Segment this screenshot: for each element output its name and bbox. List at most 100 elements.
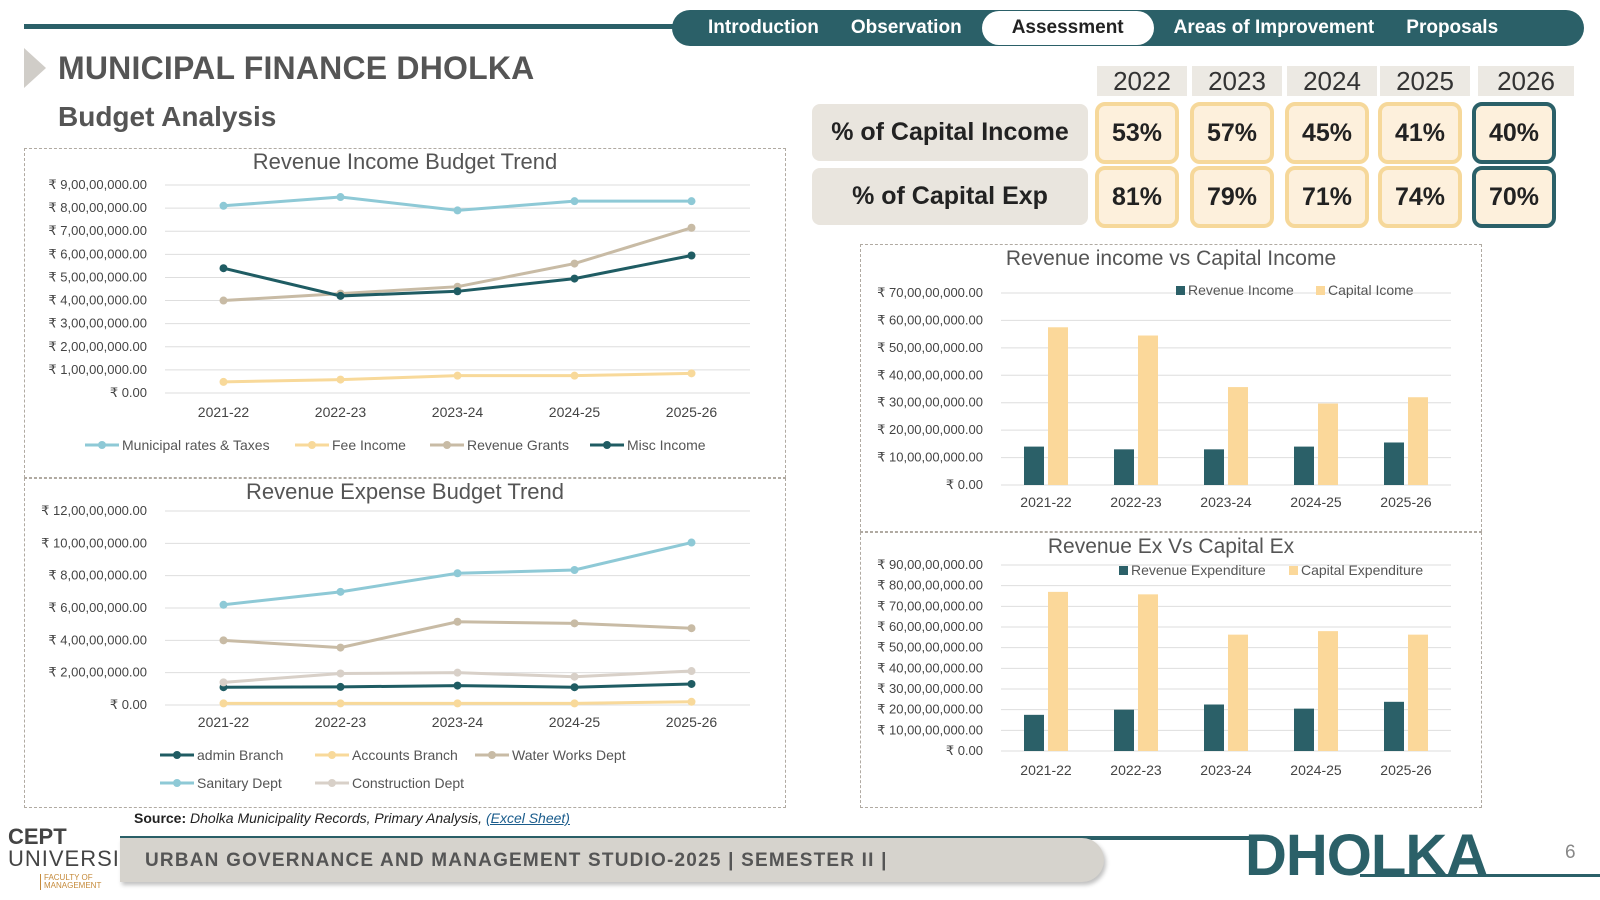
bar xyxy=(1318,631,1338,751)
y-tick-label: ₹ 30,00,00,000.00 xyxy=(877,681,983,696)
excel-sheet-link[interactable]: (Excel Sheet) xyxy=(485,810,570,826)
bar xyxy=(1384,701,1404,751)
data-point xyxy=(336,291,345,300)
x-tick-label: 2025-26 xyxy=(1380,762,1432,778)
data-point xyxy=(219,201,228,210)
rev-vs-cap-exp-chart: Revenue Ex Vs Capital Ex ₹ 0.00 ₹ 10,00,00… xyxy=(877,535,1451,778)
bar xyxy=(1408,397,1428,485)
year-header: 2024 xyxy=(1287,66,1377,96)
y-tick-label: ₹ 6,00,00,000.00 xyxy=(48,246,147,261)
y-tick-label: ₹ 30,00,00,000.00 xyxy=(877,395,983,410)
x-tick-label: 2023-24 xyxy=(432,404,484,420)
tab-introduction[interactable]: Introduction xyxy=(708,17,819,38)
legend-label: Capital Icome xyxy=(1328,282,1414,298)
data-point xyxy=(570,672,579,681)
bar xyxy=(1294,446,1314,485)
y-tick-label: ₹ 9,00,00,000.00 xyxy=(48,177,147,192)
legend-marker xyxy=(328,751,336,759)
data-point xyxy=(687,223,696,232)
chart-title: Revenue Ex Vs Capital Ex xyxy=(1048,535,1295,558)
data-point xyxy=(570,566,579,575)
y-tick-label: ₹ 6,00,00,000.00 xyxy=(48,600,147,615)
tab-assessment[interactable]: Assessment xyxy=(981,11,1154,45)
summary-value: 71% xyxy=(1285,166,1369,228)
y-tick-label: ₹ 50,00,00,000.00 xyxy=(877,640,983,655)
chart-title: Revenue Expense Budget Trend xyxy=(246,479,564,504)
legend-marker xyxy=(173,751,181,759)
x-tick-label: 2023-24 xyxy=(1200,762,1252,778)
data-point xyxy=(336,682,345,691)
data-point xyxy=(336,587,345,596)
summary-value: 79% xyxy=(1190,166,1274,228)
y-tick-label: ₹ 20,00,00,000.00 xyxy=(877,422,983,437)
summary-value: 45% xyxy=(1285,102,1369,164)
y-tick-label: ₹ 0.00 xyxy=(946,477,983,492)
revenue-income-chart: Revenue Income Budget Trend ₹ 0.00 ₹ 1,00,… xyxy=(48,149,750,453)
source-label: Source: xyxy=(134,810,187,826)
x-tick-label: 2025-26 xyxy=(1380,494,1432,510)
bar xyxy=(1318,403,1338,485)
data-point xyxy=(336,375,345,384)
tab-areas-of-improvement[interactable]: Areas of Improvement xyxy=(1173,17,1375,38)
summary-value: 74% xyxy=(1378,166,1462,228)
y-tick-label: ₹ 0.00 xyxy=(110,385,147,400)
tab-proposals[interactable]: Proposals xyxy=(1406,17,1499,38)
data-point xyxy=(687,538,696,547)
y-tick-label: ₹ 12,00,00,000.00 xyxy=(41,503,147,518)
y-tick-label: ₹ 4,00,00,000.00 xyxy=(48,632,147,647)
data-point xyxy=(570,197,579,206)
legend-marker xyxy=(98,441,106,449)
bar xyxy=(1384,442,1404,485)
bar xyxy=(1024,714,1044,751)
y-tick-label: ₹ 10,00,00,000.00 xyxy=(877,450,983,465)
y-tick-label: ₹ 0.00 xyxy=(946,743,983,758)
legend-label: Misc Income xyxy=(627,437,706,453)
x-tick-label: 2022-23 xyxy=(1110,494,1162,510)
legend-swatch xyxy=(1316,286,1325,295)
bar xyxy=(1114,449,1134,485)
page-number: 6 xyxy=(1565,842,1576,863)
y-tick-label: ₹ 50,00,00,000.00 xyxy=(877,340,983,355)
data-point xyxy=(570,371,579,380)
y-tick-label: ₹ 1,00,00,000.00 xyxy=(48,362,147,377)
y-tick-label: ₹ 2,00,00,000.00 xyxy=(48,339,147,354)
data-point xyxy=(570,274,579,283)
x-tick-label: 2021-22 xyxy=(198,404,250,420)
y-tick-label: ₹ 40,00,00,000.00 xyxy=(877,367,983,382)
x-tick-label: 2024-25 xyxy=(549,404,601,420)
data-point xyxy=(219,600,228,609)
brand-wordmark: DHOLKA xyxy=(1245,823,1488,888)
legend-swatch xyxy=(1176,286,1185,295)
rev-vs-cap-income-chart: Revenue income vs Capital Income ₹ 0.00 ₹ … xyxy=(877,247,1451,510)
brand-underline xyxy=(1360,874,1600,877)
page-subtitle: Budget Analysis xyxy=(58,101,277,132)
top-divider xyxy=(24,24,684,29)
x-tick-label: 2024-25 xyxy=(549,714,601,730)
summary-row-label: % of Capital Income xyxy=(812,104,1088,161)
revenue-income-panel: Revenue Income Budget Trend ₹ 0.00 ₹ 1,00,… xyxy=(24,148,786,478)
x-tick-label: 2021-22 xyxy=(1020,494,1072,510)
chart-title: Revenue income vs Capital Income xyxy=(1006,247,1336,270)
legend-swatch xyxy=(1119,566,1128,575)
data-point xyxy=(570,259,579,268)
bar xyxy=(1138,335,1158,485)
summary-value: 53% xyxy=(1095,102,1179,164)
data-point xyxy=(687,251,696,260)
bar xyxy=(1204,449,1224,485)
data-point xyxy=(453,206,462,215)
legend-label: Fee Income xyxy=(332,437,406,453)
data-point xyxy=(687,197,696,206)
legend-label: Municipal rates & Taxes xyxy=(122,437,270,453)
data-point xyxy=(453,699,462,708)
bar xyxy=(1228,387,1248,485)
data-point xyxy=(687,679,696,688)
data-point xyxy=(570,619,579,628)
x-tick-label: 2024-25 xyxy=(1290,494,1342,510)
legend-label: admin Branch xyxy=(197,747,283,763)
revenue-expense-chart: Revenue Expense Budget Trend ₹ 0.00 ₹ 2,00… xyxy=(41,479,750,791)
y-tick-label: ₹ 8,00,00,000.00 xyxy=(48,200,147,215)
tab-observation[interactable]: Observation xyxy=(850,17,962,38)
page-title: MUNICIPAL FINANCE DHOLKA xyxy=(58,50,535,86)
legend-label: Revenue Expenditure xyxy=(1131,562,1266,578)
data-point xyxy=(219,699,228,708)
